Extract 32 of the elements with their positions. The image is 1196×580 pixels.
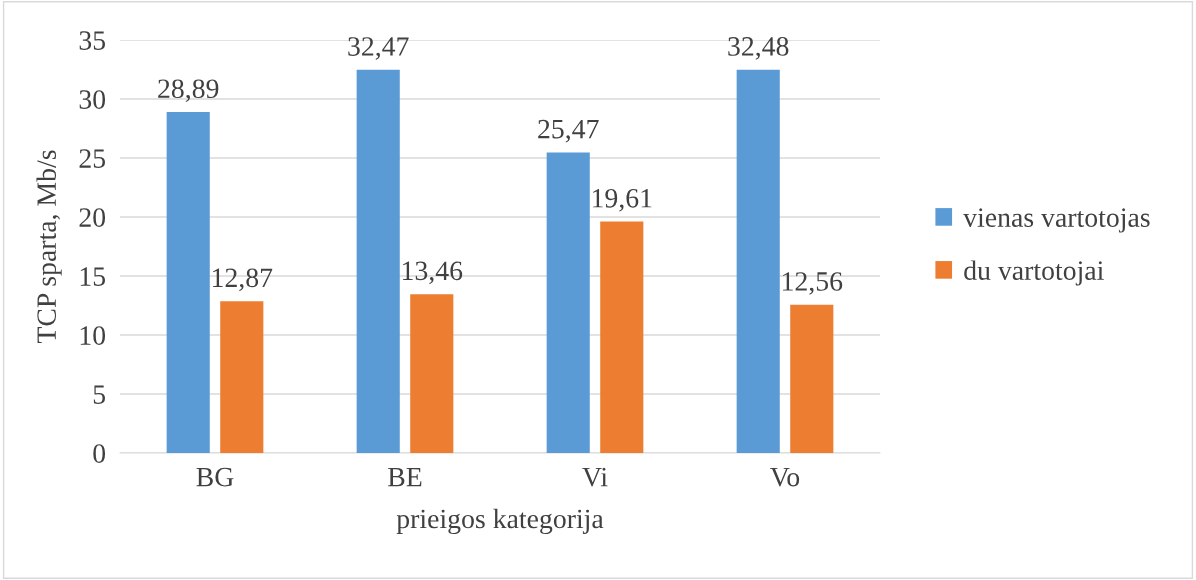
bar: [166, 112, 210, 453]
x-tick-label: Vo: [770, 467, 800, 487]
data-label: 19,61: [592, 188, 652, 212]
legend-label: vienas vartotojas: [963, 208, 1150, 233]
bar: [410, 294, 454, 453]
x-tick-label: Vi: [582, 467, 608, 487]
bar: [546, 152, 590, 453]
x-tick-label: BE: [388, 467, 422, 487]
bar: [790, 304, 834, 453]
y-tick-label: 10: [80, 326, 106, 345]
x-axis-title: prieigos kategorija: [396, 508, 604, 535]
legend-label: du vartotojai: [964, 260, 1104, 286]
bar: [736, 69, 780, 453]
y-tick-label: 20: [79, 208, 106, 227]
y-axis-title: TCP sparta, Mb/s: [36, 150, 62, 344]
bar: [600, 221, 644, 453]
y-tick-label: 35: [79, 31, 106, 50]
y-tick-label: 0: [93, 444, 106, 463]
bar: [356, 69, 400, 453]
y-tick-label: 5: [93, 385, 106, 404]
y-tick-label: 30: [79, 90, 106, 109]
data-label: 12,87: [212, 268, 273, 292]
x-tick-label: BG: [196, 467, 234, 487]
data-label: 32,47: [348, 37, 409, 60]
data-label: 25,47: [538, 119, 599, 143]
data-label: 12,56: [782, 272, 843, 295]
data-label: 13,46: [402, 261, 463, 285]
y-tick-label: 15: [80, 267, 106, 286]
bar: [220, 301, 264, 453]
data-label: 28,89: [158, 79, 219, 103]
y-tick-label: 25: [79, 149, 106, 168]
data-label: 32,48: [728, 37, 789, 60]
